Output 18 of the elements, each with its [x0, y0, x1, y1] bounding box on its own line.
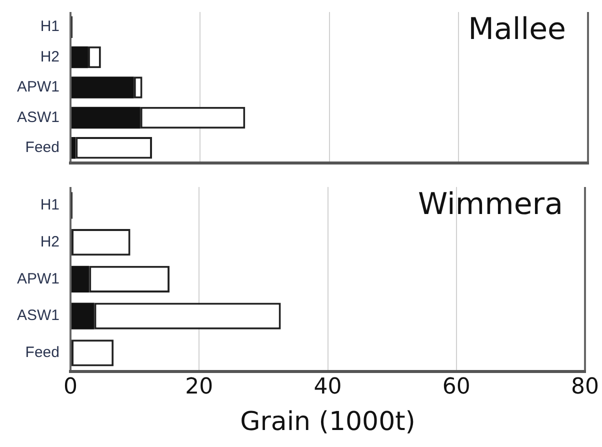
y-tick-label: APW1: [16, 270, 60, 288]
y-tick-label: H1: [40, 18, 60, 36]
y-tick-label: H2: [40, 233, 60, 250]
y-tick-label: Feed: [25, 139, 60, 156]
y-tick-label: ASW1: [16, 108, 60, 126]
y-tick-label: ASW1: [16, 307, 60, 324]
x-tick-label: 60: [442, 374, 470, 400]
x-tick-label: 0: [64, 374, 78, 400]
x-axis-title: Grain (1000t): [240, 407, 416, 438]
annotation: Mallee: [468, 12, 566, 47]
y-tick-label: H1: [40, 196, 60, 214]
annotation: Wimmera: [418, 186, 564, 222]
y-tick-label: H2: [40, 48, 60, 66]
x-tick-label: 20: [185, 374, 214, 400]
x-tick-label: 40: [314, 374, 342, 400]
x-tick-label: 80: [571, 374, 600, 400]
y-tick-label: APW1: [16, 78, 60, 96]
y-tick-label: Feed: [25, 344, 60, 362]
